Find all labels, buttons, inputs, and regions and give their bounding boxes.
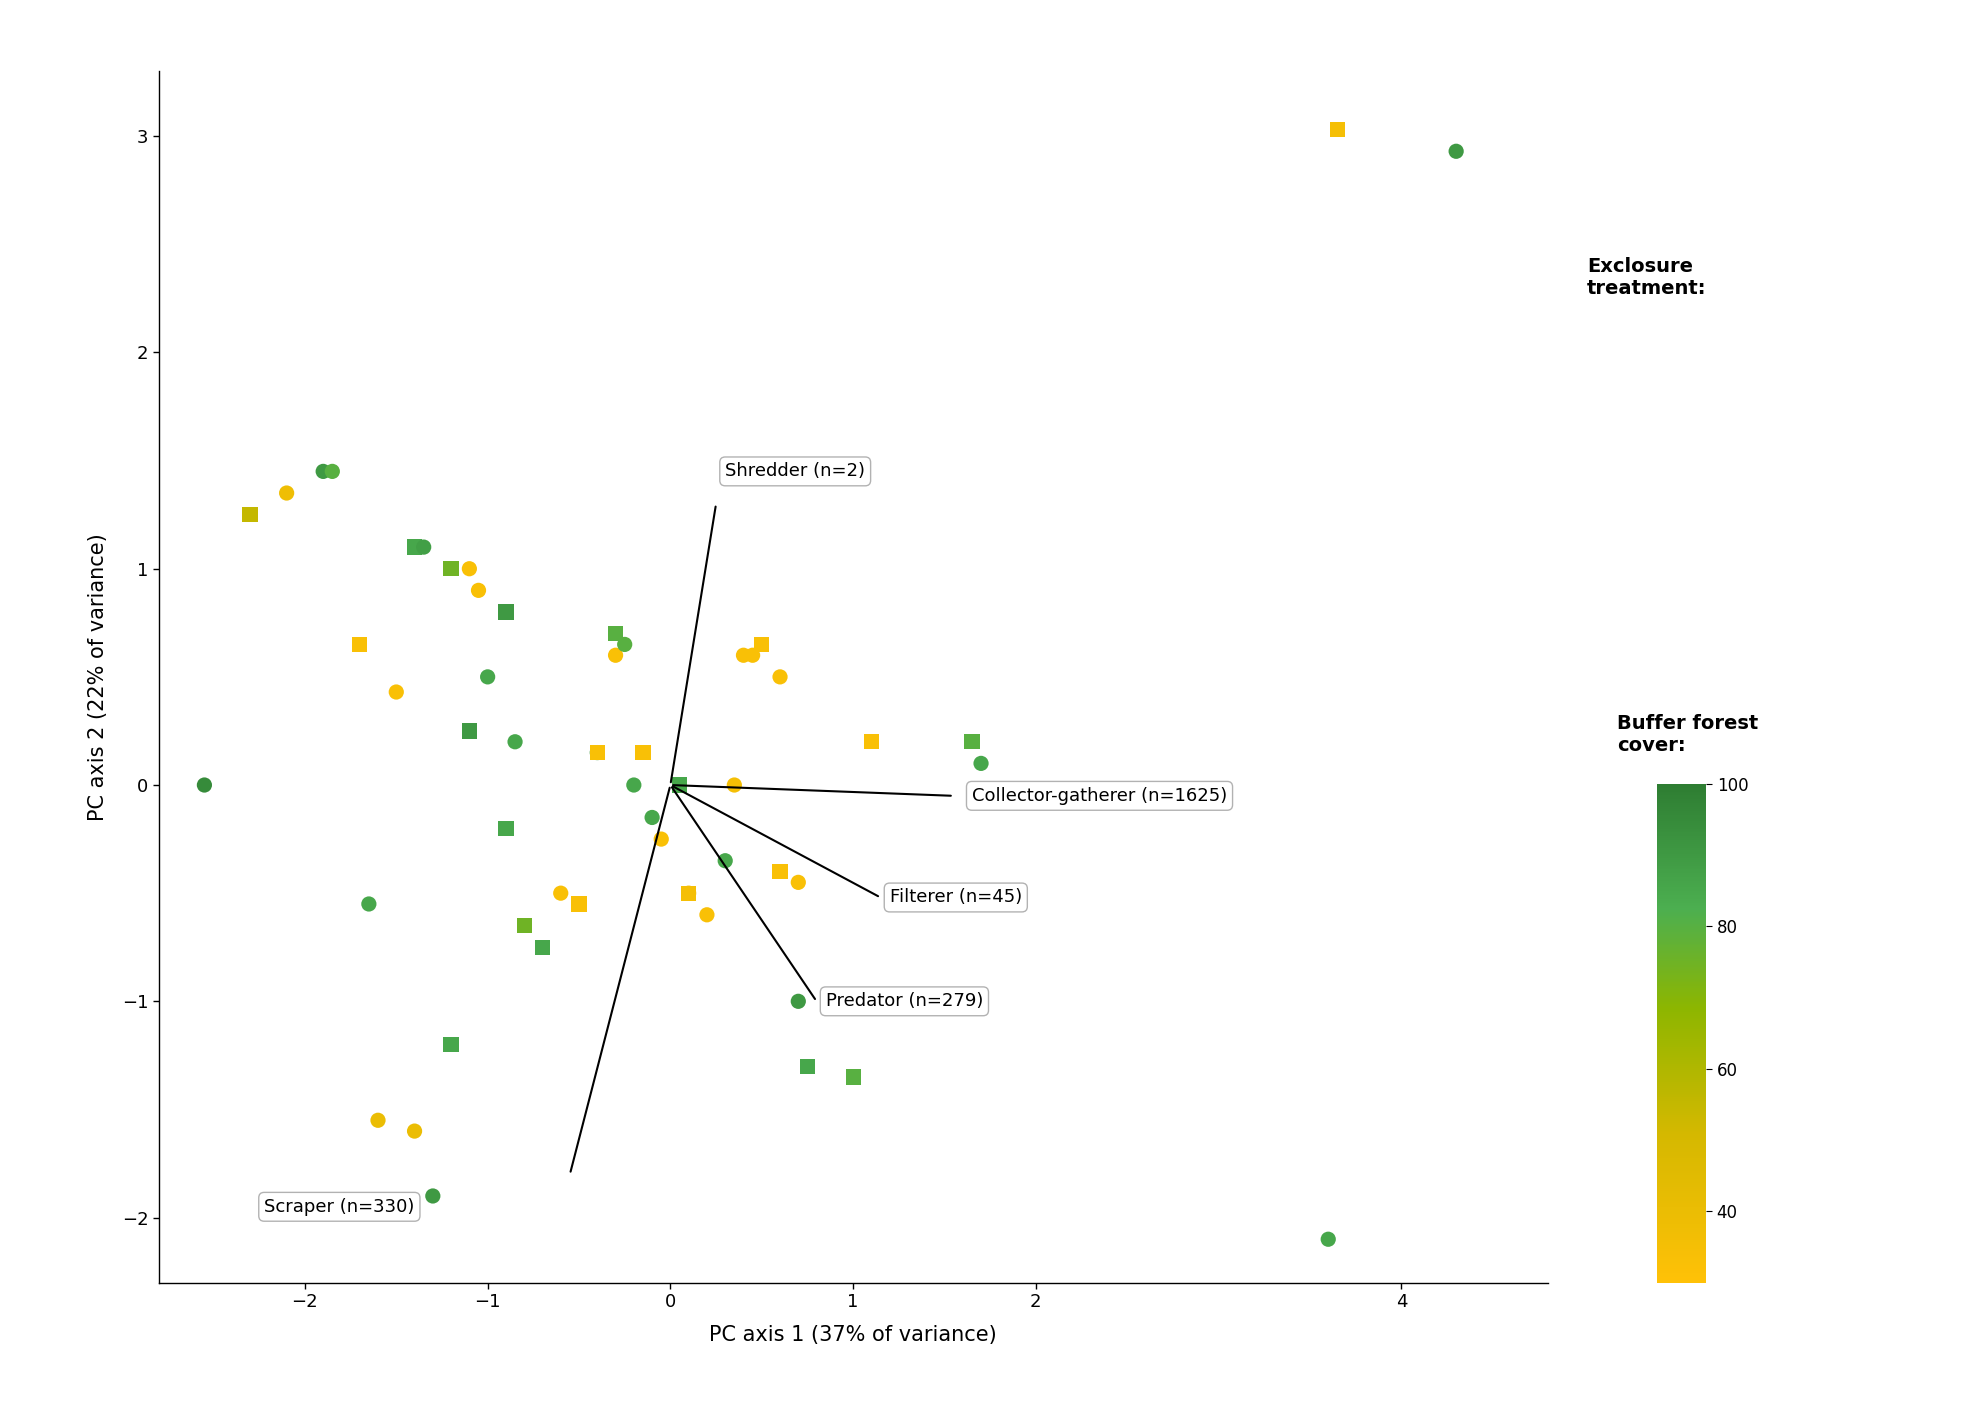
Text: Collector-gatherer (n=1625): Collector-gatherer (n=1625) bbox=[972, 787, 1228, 805]
Point bbox=[399, 536, 431, 559]
Text: Exclosure
treatment:: Exclosure treatment: bbox=[1587, 256, 1706, 298]
Point bbox=[663, 774, 694, 797]
X-axis label: PC axis 1 (37% of variance): PC axis 1 (37% of variance) bbox=[708, 1325, 998, 1345]
Point bbox=[434, 1033, 466, 1056]
Point bbox=[673, 882, 704, 905]
Point bbox=[792, 1054, 823, 1077]
Point bbox=[764, 665, 796, 688]
Point bbox=[782, 871, 813, 893]
Point bbox=[409, 536, 440, 559]
Point bbox=[546, 882, 577, 905]
Point bbox=[645, 828, 677, 851]
Point bbox=[343, 633, 375, 656]
Point bbox=[617, 774, 649, 797]
Point bbox=[417, 1184, 448, 1207]
Point bbox=[381, 681, 413, 704]
Y-axis label: PC axis 2 (22% of variance): PC axis 2 (22% of variance) bbox=[87, 533, 107, 821]
Point bbox=[500, 731, 532, 754]
Point bbox=[1321, 118, 1353, 141]
Text: Buffer forest
cover:: Buffer forest cover: bbox=[1617, 714, 1758, 755]
Text: Predator (n=279): Predator (n=279) bbox=[825, 992, 984, 1010]
Point bbox=[581, 741, 613, 764]
Point bbox=[363, 1109, 395, 1131]
Text: Filterer (n=45): Filterer (n=45) bbox=[889, 889, 1022, 906]
Point bbox=[673, 882, 704, 905]
Point bbox=[599, 623, 631, 646]
Point bbox=[782, 990, 813, 1013]
Point bbox=[434, 557, 466, 580]
Point bbox=[526, 936, 558, 959]
Point bbox=[399, 1120, 431, 1143]
Point bbox=[690, 903, 722, 926]
Point bbox=[599, 644, 631, 667]
Point bbox=[270, 482, 302, 504]
Point bbox=[472, 665, 504, 688]
Point bbox=[956, 731, 988, 754]
Point bbox=[609, 633, 641, 656]
Point bbox=[188, 774, 220, 797]
Point bbox=[490, 600, 522, 623]
Text: Shredder (n=2): Shredder (n=2) bbox=[726, 462, 865, 480]
Point bbox=[454, 557, 486, 580]
Point bbox=[964, 752, 996, 775]
Point bbox=[728, 644, 760, 667]
Point bbox=[454, 720, 486, 742]
Point bbox=[746, 633, 778, 656]
Point bbox=[315, 460, 349, 483]
Point bbox=[1311, 1228, 1343, 1251]
Point bbox=[308, 460, 339, 483]
Point bbox=[627, 741, 659, 764]
Point bbox=[581, 741, 613, 764]
Point bbox=[563, 892, 595, 915]
Point bbox=[710, 849, 742, 872]
Point bbox=[764, 861, 796, 884]
Point bbox=[637, 807, 669, 829]
Point bbox=[837, 1066, 869, 1089]
Point bbox=[718, 774, 750, 797]
Point bbox=[462, 579, 494, 601]
Point bbox=[490, 817, 522, 839]
Point bbox=[855, 731, 887, 754]
Text: Scraper (n=330): Scraper (n=330) bbox=[264, 1198, 415, 1216]
Point bbox=[234, 503, 266, 526]
Point bbox=[508, 915, 540, 938]
Point bbox=[1440, 140, 1472, 162]
Point bbox=[353, 892, 385, 915]
Point bbox=[736, 644, 768, 667]
